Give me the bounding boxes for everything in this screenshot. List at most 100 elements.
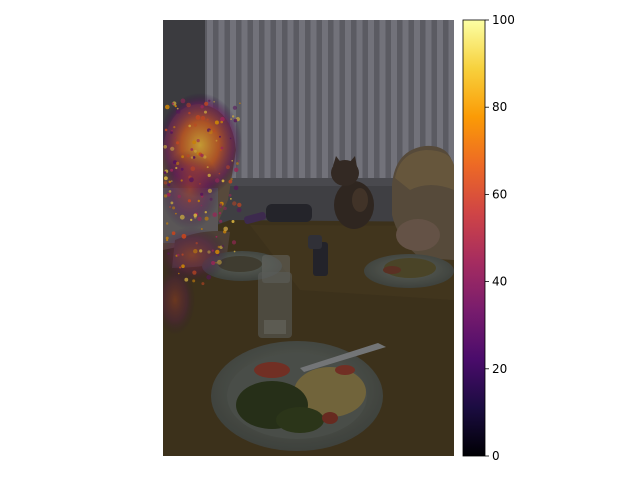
heat-speck xyxy=(237,160,240,162)
heat-speck xyxy=(208,99,211,103)
blind-slat xyxy=(333,20,340,180)
heat-speck xyxy=(233,185,239,191)
heat-speck xyxy=(197,199,200,203)
blind-slat xyxy=(414,20,420,180)
heat-speck xyxy=(208,130,213,135)
heat-speck xyxy=(200,204,203,207)
heat-speck xyxy=(186,102,191,108)
heat-speck xyxy=(167,252,170,255)
colorbar-tick-label: 40 xyxy=(492,275,507,289)
heat-speck xyxy=(188,111,191,115)
heat-speck xyxy=(231,220,235,223)
colorbar-tick-label: 0 xyxy=(492,449,500,463)
heat-speck xyxy=(219,135,221,138)
blind-slat xyxy=(310,20,317,180)
heat-speck xyxy=(233,250,236,253)
heat-speck xyxy=(229,137,232,140)
heat-speck xyxy=(209,197,213,201)
heat-speck xyxy=(211,249,214,252)
heat-speck xyxy=(170,180,173,183)
heat-speck xyxy=(204,216,209,221)
heatmap-image xyxy=(163,20,454,456)
heat-speck xyxy=(180,167,184,171)
heat-speck xyxy=(193,249,198,254)
heat-speck xyxy=(190,148,194,151)
heat-speck xyxy=(218,203,223,207)
heat-speck xyxy=(175,166,178,170)
heat-speck xyxy=(218,172,221,175)
heat-speck xyxy=(204,211,207,214)
heat-speck xyxy=(173,126,176,129)
heat-speck xyxy=(181,264,185,269)
heat-speck xyxy=(215,235,218,238)
heat-speck xyxy=(236,207,242,213)
colorbar-gradient xyxy=(462,19,486,457)
heat-speck xyxy=(168,180,171,183)
heat-speck xyxy=(237,202,242,208)
cat xyxy=(331,156,374,229)
heat-speck xyxy=(174,137,176,139)
heat-speck xyxy=(200,153,204,158)
heat-speck xyxy=(200,192,204,196)
heat-speck xyxy=(200,228,203,230)
heat-speck xyxy=(215,261,217,264)
heat-speck xyxy=(200,105,204,109)
heat-speck xyxy=(187,199,191,203)
heat-speck xyxy=(190,218,193,222)
heat-speck xyxy=(201,195,204,198)
heat-speck xyxy=(231,115,235,118)
colorbar: 0 20 40 60 80 100 xyxy=(462,13,515,463)
heat-speck xyxy=(212,130,216,133)
heat-speck xyxy=(206,166,209,169)
heat-speck xyxy=(226,165,230,170)
heat-speck xyxy=(219,219,223,223)
heat-speck xyxy=(207,250,211,254)
heat-speck xyxy=(192,270,197,275)
heat-speck xyxy=(215,178,220,183)
heat-speck xyxy=(165,236,169,240)
heat-speck xyxy=(220,116,225,122)
heat-speck xyxy=(166,239,169,242)
heat-speck xyxy=(176,161,180,165)
colorbar-ticks: 0 20 40 60 80 100 xyxy=(485,13,515,463)
heat-speck xyxy=(215,139,218,142)
heat-speck xyxy=(233,118,238,123)
heat-speck xyxy=(170,168,174,172)
heat-speck xyxy=(203,155,207,159)
heat-speck xyxy=(181,233,187,239)
heat-speck xyxy=(206,275,211,280)
heat-speck xyxy=(214,120,219,125)
blind-slat xyxy=(425,20,432,180)
can xyxy=(313,242,328,276)
heat-speck xyxy=(190,156,194,159)
colorbar-tick-label: 80 xyxy=(492,100,507,114)
blind-slat xyxy=(218,20,225,180)
heat-speck xyxy=(172,160,177,165)
blind-slat xyxy=(356,20,363,180)
heat-speck xyxy=(220,146,224,150)
blind-slat xyxy=(322,20,328,180)
heat-speck xyxy=(209,126,212,129)
heat-speck xyxy=(204,110,207,114)
heat-speck xyxy=(219,205,222,209)
heat-speck xyxy=(190,166,196,171)
blind-slat xyxy=(264,20,271,180)
heat-speck xyxy=(196,139,200,143)
heat-speck xyxy=(163,145,167,149)
heat-speck xyxy=(195,242,198,245)
blind-slat xyxy=(379,20,386,180)
heat-speck xyxy=(167,183,171,187)
food-front xyxy=(236,362,366,433)
heat-speck xyxy=(217,254,220,256)
heat-speck xyxy=(165,104,170,110)
heat-speck xyxy=(232,201,237,206)
pencil-case xyxy=(266,204,312,222)
heat-speck xyxy=(179,266,182,269)
heat-speck xyxy=(230,198,232,200)
heat-speck xyxy=(175,212,177,215)
heat-speck xyxy=(217,245,220,249)
blind-slat xyxy=(276,20,282,180)
heat-speck xyxy=(239,102,241,105)
blind-slat xyxy=(437,20,443,180)
